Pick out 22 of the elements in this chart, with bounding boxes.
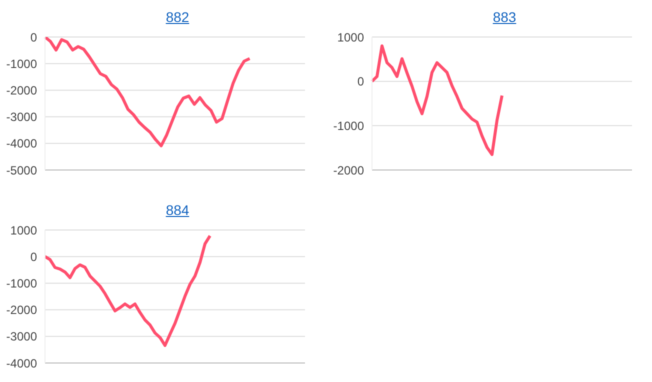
y-tick-label: -5000 [6,163,38,178]
y-tick-label: 0 [357,74,364,89]
y-tick-label: -4000 [6,136,38,151]
y-tick-label: -3000 [6,330,38,344]
y-tick-label: -2000 [6,83,38,98]
y-tick-label: -1000 [6,276,38,290]
y-tick-label: -1000 [333,118,364,133]
y-tick-label: 0 [30,30,38,44]
y-tick-label: 1000 [337,30,364,44]
chart-title: 883 [492,9,516,25]
y-tick-label: -4000 [6,356,38,370]
y-tick-label: 1000 [10,223,38,238]
y-tick-label: -1000 [6,56,38,71]
y-tick-label: -2000 [6,303,38,318]
y-tick-label: -3000 [6,110,38,124]
y-tick-label: 0 [30,250,38,264]
line-series [44,37,252,148]
y-tick-label: -2000 [333,163,364,178]
line-series [44,234,212,347]
chart-title: 882 [166,9,190,25]
chart-title: 884 [166,202,190,218]
line-series [370,44,504,156]
